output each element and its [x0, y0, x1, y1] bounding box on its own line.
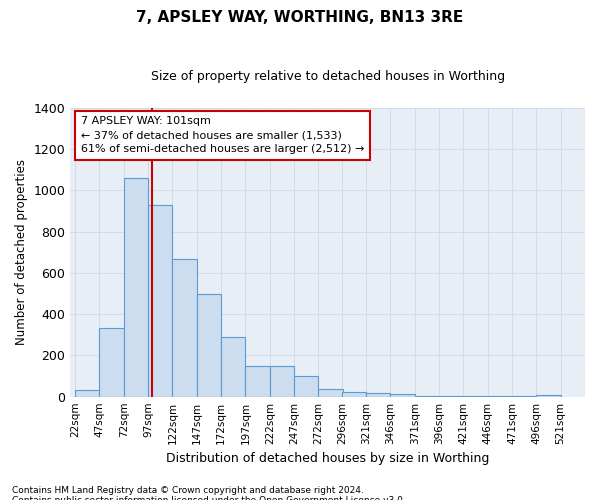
- Bar: [536, 394, 560, 396]
- Bar: [221, 337, 245, 396]
- Title: Size of property relative to detached houses in Worthing: Size of property relative to detached ho…: [151, 70, 505, 83]
- Bar: [245, 366, 270, 396]
- Bar: [100, 328, 124, 396]
- Bar: [270, 366, 294, 396]
- Bar: [342, 392, 366, 396]
- Text: Contains HM Land Registry data © Crown copyright and database right 2024.: Contains HM Land Registry data © Crown c…: [12, 486, 364, 495]
- Bar: [75, 390, 100, 396]
- Bar: [172, 260, 197, 396]
- Bar: [197, 294, 221, 397]
- Bar: [366, 392, 391, 396]
- Bar: [148, 205, 172, 396]
- Y-axis label: Number of detached properties: Number of detached properties: [15, 159, 28, 345]
- Bar: [319, 390, 343, 396]
- Bar: [124, 178, 148, 396]
- Text: Contains public sector information licensed under the Open Government Licence v3: Contains public sector information licen…: [12, 496, 406, 500]
- X-axis label: Distribution of detached houses by size in Worthing: Distribution of detached houses by size …: [166, 452, 490, 465]
- Bar: [391, 394, 415, 396]
- Text: 7, APSLEY WAY, WORTHING, BN13 3RE: 7, APSLEY WAY, WORTHING, BN13 3RE: [136, 10, 464, 25]
- Bar: [294, 376, 319, 396]
- Text: 7 APSLEY WAY: 101sqm
← 37% of detached houses are smaller (1,533)
61% of semi-de: 7 APSLEY WAY: 101sqm ← 37% of detached h…: [80, 116, 364, 154]
